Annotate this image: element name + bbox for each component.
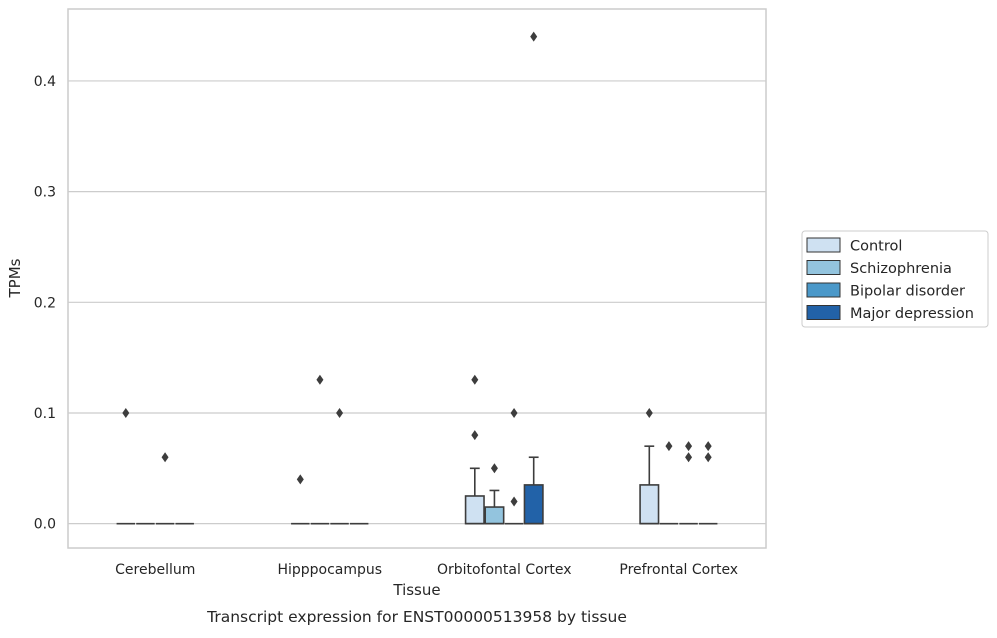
box-body	[639, 484, 660, 525]
outlier-point	[530, 31, 538, 42]
y-tick-label: 0.3	[34, 185, 56, 201]
box-control	[639, 407, 660, 525]
box-body	[484, 506, 505, 525]
outlier-point	[704, 441, 712, 452]
box-bipolar-disorder	[679, 441, 698, 525]
outlier-point	[122, 407, 130, 418]
box-body	[523, 484, 544, 525]
box-bipolar-disorder	[155, 452, 175, 525]
box-schizophrenia	[659, 441, 679, 525]
x-tick-label: Orbitofontal Cortex	[437, 562, 572, 578]
tick-labels: 0.0 0.1 0.2 0.3 0.4 Cerebellum Hipppocampus Orb…	[34, 74, 738, 578]
y-tick-label: 0.0	[34, 517, 56, 533]
box-schizophrenia	[484, 463, 505, 525]
x-axis-label: Tissue	[392, 581, 440, 599]
legend-label: Bipolar disorder	[850, 284, 965, 300]
box-major-depression	[698, 441, 718, 525]
outlier-point	[510, 407, 518, 418]
box-control	[116, 407, 136, 525]
y-tick-label: 0.2	[34, 295, 56, 311]
outlier-point	[316, 374, 324, 385]
y-tick-label: 0.4	[34, 74, 56, 90]
y-tick-label: 0.1	[34, 406, 56, 422]
x-tick-label: Prefrontal Cortex	[619, 562, 738, 578]
x-tick-label: Cerebellum	[115, 562, 195, 578]
outlier-point	[685, 452, 693, 463]
outlier-point	[161, 452, 169, 463]
box-bipolar-disorder	[330, 407, 349, 525]
outlier-point	[665, 441, 673, 452]
box-body	[464, 495, 485, 525]
outlier-point	[490, 463, 498, 474]
x-tick-label: Hipppocampus	[277, 562, 382, 578]
legend: Control Schizophrenia Bipolar disorder Majo…	[801, 230, 989, 328]
outlier-point	[471, 430, 479, 441]
legend-label: Major depression	[850, 306, 974, 322]
legend-label: Schizophrenia	[850, 261, 952, 277]
plot-frame	[67, 8, 767, 549]
legend-swatch	[806, 237, 841, 253]
outlier-point	[645, 407, 653, 418]
legend-swatch	[806, 305, 841, 320]
outlier-point	[296, 474, 304, 485]
box-control	[464, 374, 485, 525]
outlier-point	[685, 441, 693, 452]
outlier-point	[336, 407, 344, 418]
outlier-point	[704, 452, 712, 463]
outlier-point	[471, 374, 479, 385]
legend-swatch	[806, 260, 841, 275]
box-control	[291, 474, 310, 525]
box-schizophrenia	[310, 374, 330, 525]
chart-caption: Transcript expression for ENST0000051395…	[206, 608, 627, 626]
legend-label: Control	[850, 239, 902, 255]
plot-border	[67, 8, 767, 549]
y-axis-label: TPMs	[6, 258, 24, 298]
legend-box	[801, 230, 989, 328]
box-bipolar-disorder	[504, 407, 524, 525]
boxes	[116, 31, 718, 525]
box-major-depression	[523, 31, 544, 525]
legend-swatch	[806, 282, 841, 298]
outlier-point	[510, 496, 518, 507]
gridlines	[68, 80, 766, 525]
